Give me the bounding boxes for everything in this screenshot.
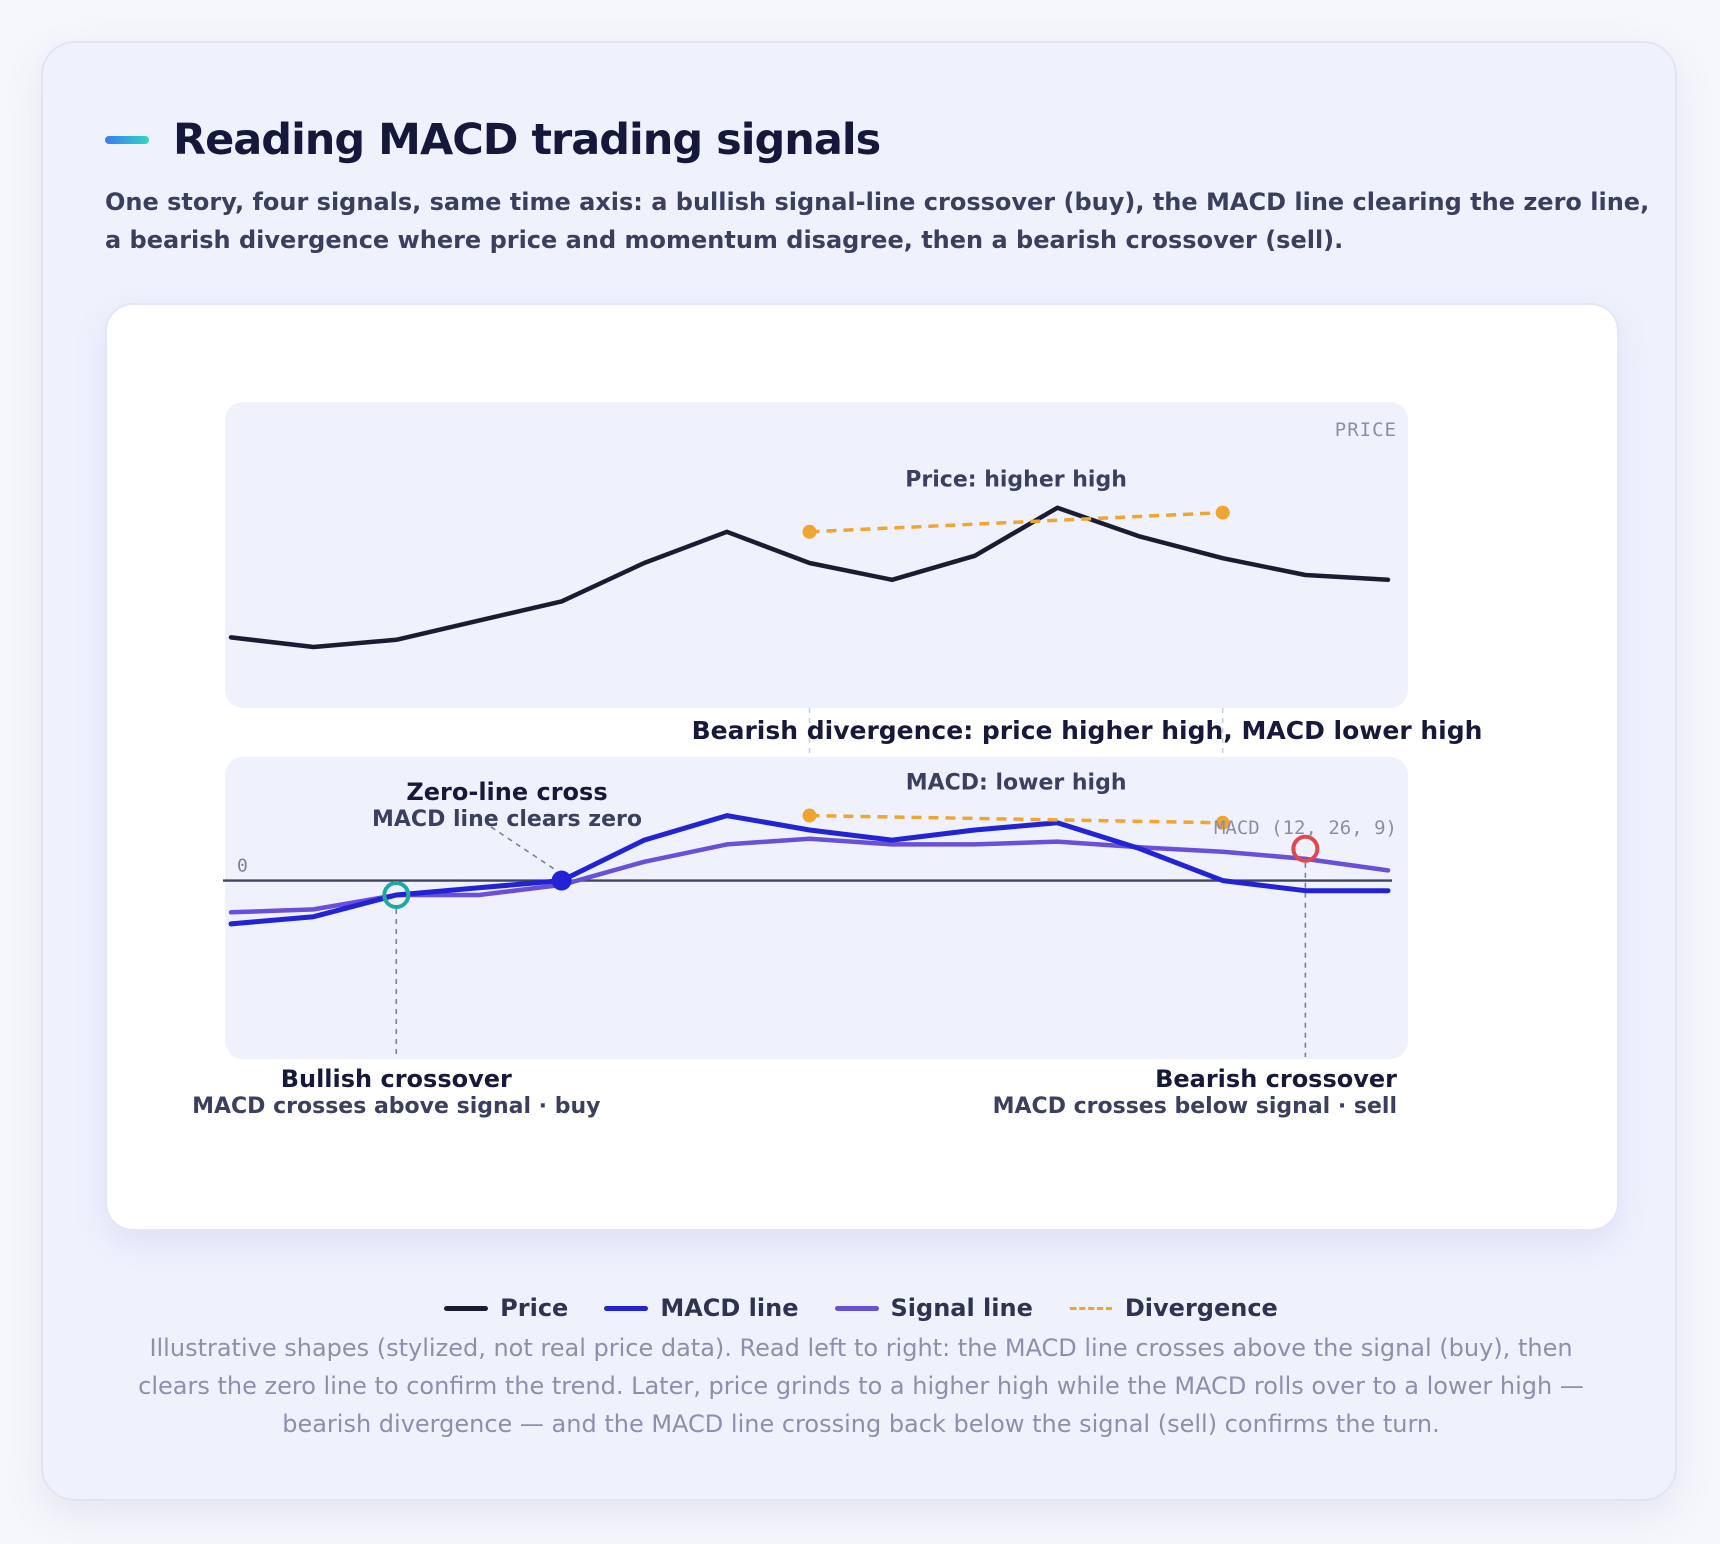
chart-legend: Price MACD line Signal line Divergence <box>43 1288 1679 1328</box>
price-divergence-label: Price: higher high <box>905 468 1127 493</box>
price-panel-label: PRICE <box>1335 419 1397 441</box>
bullish-crossover-title: Bullish crossover <box>281 1065 512 1093</box>
zero-line-label: 0 <box>237 856 248 877</box>
legend-swatch <box>1068 1306 1113 1310</box>
page-subtitle: One story, four signals, same time axis:… <box>105 188 1650 254</box>
macd-divergence-label: MACD: lower high <box>906 771 1127 796</box>
legend-label: Divergence <box>1124 1294 1278 1322</box>
macd-panel-bg <box>225 757 1408 1059</box>
legend-item-macd-line: MACD line <box>604 1294 799 1322</box>
legend-swatch <box>604 1305 649 1311</box>
legend-label: Price <box>500 1294 569 1322</box>
title-accent-bar <box>105 136 149 144</box>
legend-item-divergence: Divergence <box>1068 1294 1278 1322</box>
bullish-crossover-ring <box>382 881 411 909</box>
macd-layer <box>223 808 1392 927</box>
bearish-crossover-detail: MACD crosses below signal · sell <box>993 1094 1397 1119</box>
chart-panel: PRICE MACD (12, 26, 9) 0 Price: higher high… <box>105 303 1619 1231</box>
price-line <box>228 505 1391 650</box>
legend-swatch <box>444 1305 489 1311</box>
macd-divergence-dot-start <box>802 808 817 823</box>
price-divergence-dot-start <box>802 524 817 539</box>
zero-cross-dot <box>551 870 572 891</box>
page-title: Reading MACD trading signals <box>173 115 881 165</box>
zero-cross-detail: MACD line clears zero <box>372 807 642 832</box>
marker-layer <box>382 826 1320 1057</box>
macd-divergence-dot-end <box>1215 815 1230 830</box>
legend-label: MACD line <box>660 1294 799 1322</box>
bearish-crossover-ring <box>1291 834 1320 863</box>
price-layer <box>228 505 1391 650</box>
title-row: Reading MACD trading signals <box>105 105 881 175</box>
zero-cross-leader <box>490 826 555 870</box>
macd-divergence-line <box>809 813 1223 825</box>
guide-lines <box>808 708 1224 757</box>
price-divergence-line <box>809 510 1223 534</box>
price-panel-bg <box>225 402 1408 708</box>
price-divergence-dot-end <box>1215 505 1230 520</box>
footnote: Illustrative shapes (stylized, not real … <box>138 1334 1584 1438</box>
legend-item-signal-line: Signal line <box>834 1294 1033 1322</box>
bearish-crossover-title: Bearish crossover <box>1155 1065 1397 1093</box>
bullish-crossover-detail: MACD crosses above signal · buy <box>192 1094 600 1119</box>
macd-signals-card: Reading MACD trading signals One story, … <box>41 41 1677 1501</box>
bearish-divergence-label: Bearish divergence: price higher high, M… <box>692 716 1483 745</box>
macd-line <box>228 813 1391 927</box>
legend-swatch <box>834 1305 879 1311</box>
zero-cross-title: Zero-line cross <box>406 778 607 806</box>
legend-item-price: Price <box>444 1294 568 1322</box>
legend-label: Signal line <box>890 1294 1033 1322</box>
macd-panel-label: MACD (12, 26, 9) <box>1214 817 1397 839</box>
macd-chart: PRICE MACD (12, 26, 9) 0 Price: higher high… <box>192 402 1482 1119</box>
text-layer: PRICE MACD (12, 26, 9) 0 Price: higher high… <box>192 419 1482 1119</box>
